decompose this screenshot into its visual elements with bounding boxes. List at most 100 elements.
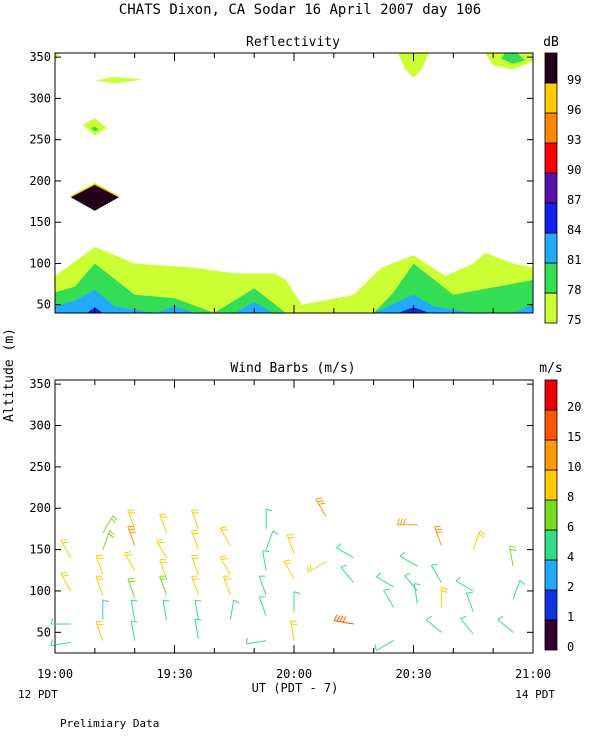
wind-barb-30 [229,599,240,620]
wind-barb-35 [258,596,267,616]
wind-barb-42 [306,561,327,573]
y-tick-label-300: 300 [29,419,51,433]
colorbar-swatch-75 [544,292,558,324]
colorbar-swatch-10 [544,439,558,471]
colorbar-label-0: 0 [567,640,574,654]
colorbar-swatch-6 [544,499,558,531]
wind-barb-5 [102,530,115,550]
wind-colorbar-unit: m/s [539,361,562,376]
colorbar-swatch-99 [544,52,558,84]
reflectivity-colorbar: 75 78 81 84 87 90 93 96 99 [544,52,581,327]
colorbar-label-4: 4 [567,550,574,564]
colorbar-swatch-90 [544,142,558,174]
contour-region-10 [94,76,143,84]
wind-barb-36 [245,637,267,645]
y-tick-label-50: 50 [37,298,51,312]
y-tick-label-300: 300 [29,91,51,105]
y-tick-label-50: 50 [37,625,51,639]
wind-barb-0 [60,538,72,559]
colorbar-swatch-2 [544,559,558,591]
x-tick-label-1900: 19:00 [37,667,73,681]
wind-barb-57 [472,530,486,550]
wind-barb-54 [430,563,442,583]
contour-region-7 [70,185,119,211]
wind-barb-52 [413,583,421,604]
contour-region-11 [55,53,59,64]
wind-barb-44 [340,564,355,584]
wind-barb-28 [219,555,231,575]
wind-barb-26 [194,618,202,640]
x-tick-label-2100: 21:00 [515,667,551,681]
contour-region-14 [501,53,525,64]
wind-barb-62 [512,580,526,600]
wind-barb-40 [290,620,298,641]
wind-barb-22 [191,530,199,550]
left-time-note: 12 PDT [18,688,58,701]
wind-barb-49 [397,518,418,526]
wind-barb-34 [258,575,267,596]
right-time-note: 14 PDT [515,688,555,701]
wind-barb-31 [265,508,273,529]
y-tick-label-350: 350 [29,377,51,391]
colorbar-label-2: 2 [567,580,574,594]
wind-barb-25 [194,599,202,620]
y-tick-label-200: 200 [29,174,51,188]
wind-barb-9 [95,621,104,641]
colorbar-label-10: 10 [567,460,581,474]
colorbar-label-99: 99 [567,73,581,87]
x-tick-label-2030: 20:30 [395,667,431,681]
wind-frame [54,379,534,654]
footer-note: Prelimiary Data [60,717,159,730]
y-axis-label: Altitude (m) [2,328,17,422]
colorbar-swatch-96 [544,82,558,114]
wind-barb-2 [50,617,71,625]
wind-barb-33 [262,550,269,571]
colorbar-label-8: 8 [567,490,574,504]
wind-axes: 50 100 150 200 250 300 350 [29,377,534,653]
y-tick-label-150: 150 [29,215,51,229]
wind-barb-60 [460,615,474,635]
y-tick-label-100: 100 [29,256,51,270]
y-tick-label-250: 250 [29,460,51,474]
wind-barb-1 [60,571,72,592]
y-tick-label-350: 350 [29,50,51,64]
reflectivity-axes: 50 100 150 200 250 300 350 [29,50,534,313]
wind-title: Wind Barbs (m/s) [230,361,355,376]
colorbar-swatch-81 [544,232,558,264]
y-tick-label-250: 250 [29,133,51,147]
colorbar-label-20: 20 [567,400,581,414]
wind-barb-8 [102,599,109,620]
colorbar-label-78: 78 [567,283,581,297]
wind-barb-19 [159,575,168,596]
colorbar-swatch-15 [544,409,558,441]
wind-barb-43 [336,543,355,559]
colorbar-label-96: 96 [567,103,581,117]
wind-barb-13 [127,578,136,598]
wind-barb-32 [265,530,279,550]
wind-barb-4 [102,515,118,534]
wind-barb-12 [124,551,136,571]
wind-barb-18 [159,559,168,579]
wind-barb-56 [425,615,442,633]
wind-barb-48 [374,640,394,652]
wind-barb-23 [191,554,199,575]
colorbar-label-93: 93 [567,133,581,147]
y-tick-label-150: 150 [29,543,51,557]
reflectivity-colorbar-unit: dB [543,35,559,50]
wind-barb-7 [95,575,104,596]
wind-barb-55 [440,587,448,608]
colorbar-label-15: 15 [567,430,581,444]
wind-barb-20 [162,599,170,620]
wind-barb-46 [375,572,394,588]
y-tick-label-100: 100 [29,584,51,598]
wind-barb-24 [191,575,199,596]
wind-barb-14 [130,599,138,620]
colorbar-label-1: 1 [567,610,574,624]
colorbar-label-84: 84 [567,223,581,237]
x-axis-label: UT (PDT - 7) [252,681,339,695]
colorbar-swatch-93 [544,112,558,144]
x-tick-label-1930: 19:30 [156,667,192,681]
colorbar-label-87: 87 [567,193,581,207]
wind-barb-38 [283,559,295,579]
